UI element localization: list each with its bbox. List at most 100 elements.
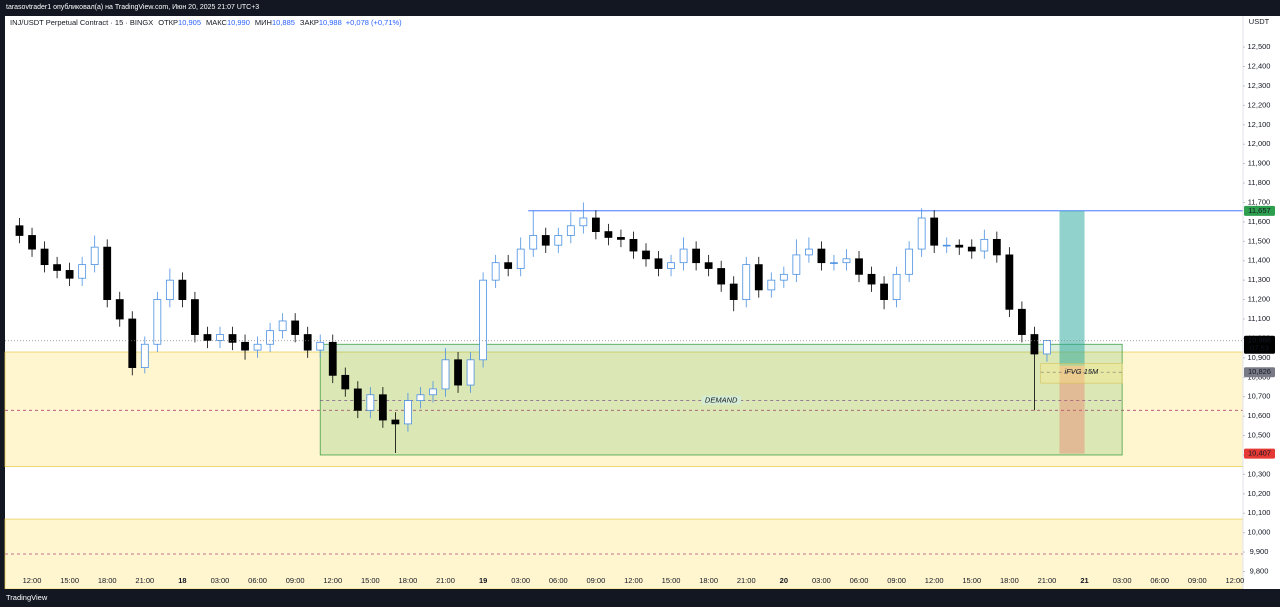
candle-body: [53, 264, 61, 271]
candle-body: [529, 235, 538, 250]
candle-body: [617, 237, 625, 240]
ifvg-label: iFVG 15M: [1065, 367, 1100, 376]
x-tick-label: 06:00: [549, 576, 568, 585]
y-tick-label: 10,600: [1248, 411, 1271, 420]
candle-body: [880, 283, 888, 300]
candle-body: [729, 283, 738, 300]
candle-body: [717, 268, 726, 285]
x-tick-label: 03:00: [511, 576, 530, 585]
x-tick-label: 06:00: [248, 576, 267, 585]
candle-body: [830, 262, 838, 264]
candle-body: [554, 235, 563, 246]
price-badge: [1244, 367, 1275, 378]
x-tick-label: 09:00: [586, 576, 605, 585]
header-name: ОТКР: [158, 18, 178, 27]
x-tick-label: 06:00: [1150, 576, 1169, 585]
y-tick-label: 11,600: [1248, 217, 1270, 226]
candle-body: [654, 258, 663, 269]
candle-body: [479, 279, 488, 361]
candle-body: [817, 248, 826, 264]
candle-body: [253, 343, 262, 351]
y-tick-label: 9,900: [1250, 547, 1269, 556]
x-tick-label: 03:00: [1113, 576, 1132, 585]
candle-body: [1043, 339, 1051, 355]
header-name: ЗАКР: [300, 18, 319, 27]
candle-body: [140, 343, 149, 368]
y-tick-label: 10,700: [1248, 392, 1271, 401]
candle-body: [153, 299, 162, 345]
candle-body: [779, 273, 788, 281]
price-badge-label: 11,657: [1248, 206, 1270, 215]
y-tick-label: 12,500: [1248, 42, 1271, 51]
candle-body: [228, 334, 237, 343]
candle-body: [15, 225, 24, 236]
price-badge-label: 10,407: [1248, 449, 1271, 458]
candle-body: [216, 334, 224, 341]
x-tick-label: 15:00: [662, 576, 681, 585]
y-tick-label: 10,100: [1248, 508, 1271, 517]
candle-body: [128, 318, 137, 368]
candle-body: [328, 341, 337, 376]
x-tick-label: 15:00: [962, 576, 981, 585]
candle-body: [378, 394, 387, 421]
x-tick-label: 03:00: [812, 576, 831, 585]
header-value: 10,885: [272, 18, 295, 27]
candle-body: [291, 320, 300, 335]
candle-body: [566, 225, 575, 236]
x-tick-label: 15:00: [361, 576, 380, 585]
axis-unit: USDT: [1249, 17, 1270, 26]
candle-body: [629, 238, 638, 252]
candle-body: [404, 400, 412, 425]
candle-body: [203, 334, 212, 341]
candle-body: [579, 217, 588, 227]
candle-body: [416, 394, 425, 401]
header-value: 10,988: [319, 18, 342, 27]
candle-body: [28, 235, 36, 250]
candle-body: [867, 273, 876, 285]
candle-body: [178, 279, 187, 300]
x-tick-label: 21:00: [1038, 576, 1057, 585]
chart: DEMAND iFVG 15M USDT 9,800 9,900 10,000 10,100…: [0, 16, 1280, 589]
x-tick-label: 12:00: [925, 576, 944, 585]
candle-body: [591, 217, 600, 233]
x-tick-label: 12:00: [23, 576, 42, 585]
header-value: +0,078 (+0,71%): [346, 18, 402, 27]
last-price-badge: [1244, 335, 1275, 354]
candle-body: [491, 262, 500, 281]
x-tick-label: 15:00: [60, 576, 79, 585]
candle-body: [541, 235, 550, 246]
candle-body: [754, 264, 763, 291]
x-tick-label: 18:00: [399, 576, 418, 585]
y-tick-label: 11,800: [1248, 178, 1270, 187]
countdown-label: 07:53: [1250, 344, 1269, 353]
candle-body: [90, 246, 99, 266]
candle-body: [454, 359, 462, 386]
x-tick-label: 12:00: [323, 576, 342, 585]
candle-body: [441, 359, 450, 390]
candle-body: [303, 334, 312, 351]
header-value: 10,905: [178, 18, 201, 27]
candle-body: [165, 279, 174, 300]
candle-body: [892, 273, 901, 300]
y-tick-label: 12,200: [1248, 100, 1271, 109]
chart-header: INJ/USDT Perpetual Contract · 15 · BINGX…: [10, 18, 402, 27]
y-tick-label: 12,300: [1248, 81, 1271, 90]
price-badge-label: 10,826: [1248, 367, 1271, 376]
y-tick-label: 12,100: [1248, 120, 1271, 129]
candle-body: [967, 246, 976, 252]
candle-body: [742, 264, 751, 300]
candle-body: [1018, 308, 1026, 335]
x-tick-label: 18:00: [699, 576, 718, 585]
x-tick-label: 09:00: [887, 576, 906, 585]
header-value: 10,990: [227, 18, 250, 27]
candle-body: [516, 248, 525, 269]
last-price-label: 10,988: [1248, 336, 1271, 345]
bottom-bar: TradingView: [0, 589, 1280, 607]
target-zone: [1059, 210, 1085, 366]
y-tick-label: 12,400: [1248, 61, 1271, 70]
y-tick-label: 11,100: [1248, 314, 1270, 323]
price-badge: [1244, 205, 1275, 216]
header-name: МИН: [255, 18, 272, 27]
candle-body: [341, 374, 350, 390]
